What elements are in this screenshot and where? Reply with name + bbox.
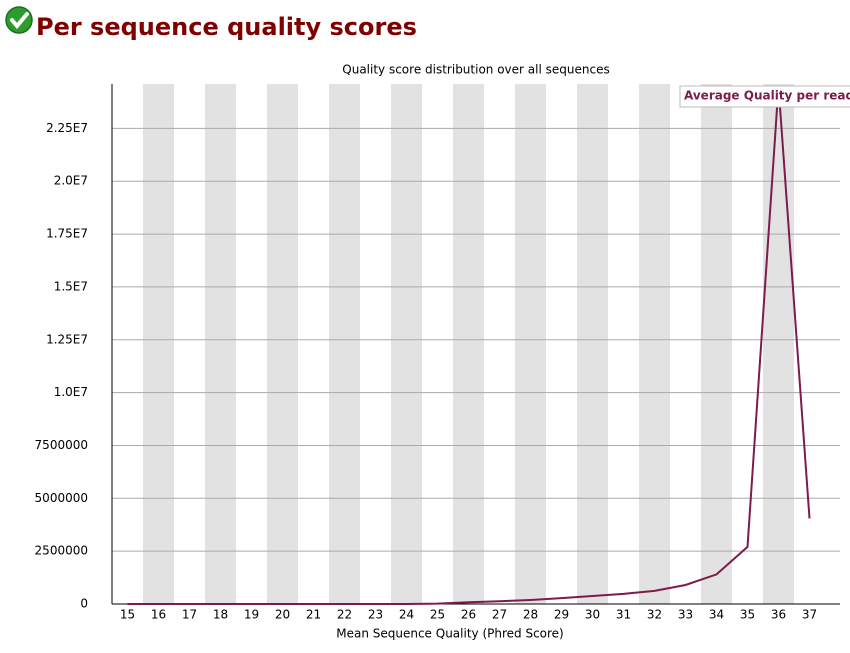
x-tick-label: 34 [709, 608, 724, 622]
legend-box [679, 85, 850, 108]
band-stripe [453, 84, 484, 604]
band-stripe [205, 84, 236, 604]
band-stripe [391, 84, 422, 604]
x-tick-label: 21 [306, 608, 321, 622]
x-tick-label: 36 [771, 608, 786, 622]
legend: Average Quality per read [679, 85, 850, 108]
x-tick-label: 18 [213, 608, 228, 622]
x-tick-label: 31 [616, 608, 631, 622]
x-axis-label: Mean Sequence Quality (Phred Score) [336, 627, 564, 641]
x-tick-label: 19 [244, 608, 259, 622]
page-title: Per sequence quality scores [36, 13, 417, 41]
band-stripe [143, 84, 174, 604]
chart-title: Quality score distribution over all sequ… [342, 63, 609, 77]
y-tick-label: 0 [80, 597, 88, 611]
y-tick-label: 5000000 [35, 491, 88, 505]
y-tick-label: 7500000 [35, 438, 88, 452]
y-tick-label: 1.25E7 [46, 332, 88, 346]
band-stripe [515, 84, 546, 604]
x-tick-label: 24 [399, 608, 414, 622]
series-line [127, 86, 811, 605]
x-tick-label: 20 [275, 608, 290, 622]
band-stripe [639, 84, 670, 604]
x-tick-label: 29 [554, 608, 569, 622]
y-tick-label: 2.25E7 [46, 121, 88, 135]
band-stripe [763, 84, 794, 604]
y-tick-label: 2.0E7 [54, 174, 88, 188]
y-tick-label: 1.5E7 [54, 279, 88, 293]
band-stripe [267, 84, 298, 604]
band-stripe [701, 84, 732, 604]
x-tick-label: 22 [337, 608, 352, 622]
band-stripe [577, 84, 608, 604]
x-tick-label: 37 [802, 608, 817, 622]
x-tick-label: 33 [678, 608, 693, 622]
x-tick-label: 23 [368, 608, 383, 622]
pass-icon [5, 6, 33, 34]
y-tick-label: 2500000 [35, 544, 88, 558]
x-tick-label: 15 [120, 608, 135, 622]
x-tick-label: 35 [740, 608, 755, 622]
x-tick-label: 30 [585, 608, 600, 622]
x-tick-label: 26 [461, 608, 476, 622]
x-tick-label: 27 [492, 608, 507, 622]
legend-label: Average Quality per read [684, 89, 850, 103]
x-tick-label: 32 [647, 608, 662, 622]
x-tick-label: 16 [151, 608, 166, 622]
x-tick-label: 25 [430, 608, 445, 622]
x-tick-label: 17 [182, 608, 197, 622]
band-stripe [329, 84, 360, 604]
y-tick-label: 1.0E7 [54, 385, 88, 399]
x-tick-label: 28 [523, 608, 538, 622]
y-tick-label: 1.75E7 [46, 227, 88, 241]
